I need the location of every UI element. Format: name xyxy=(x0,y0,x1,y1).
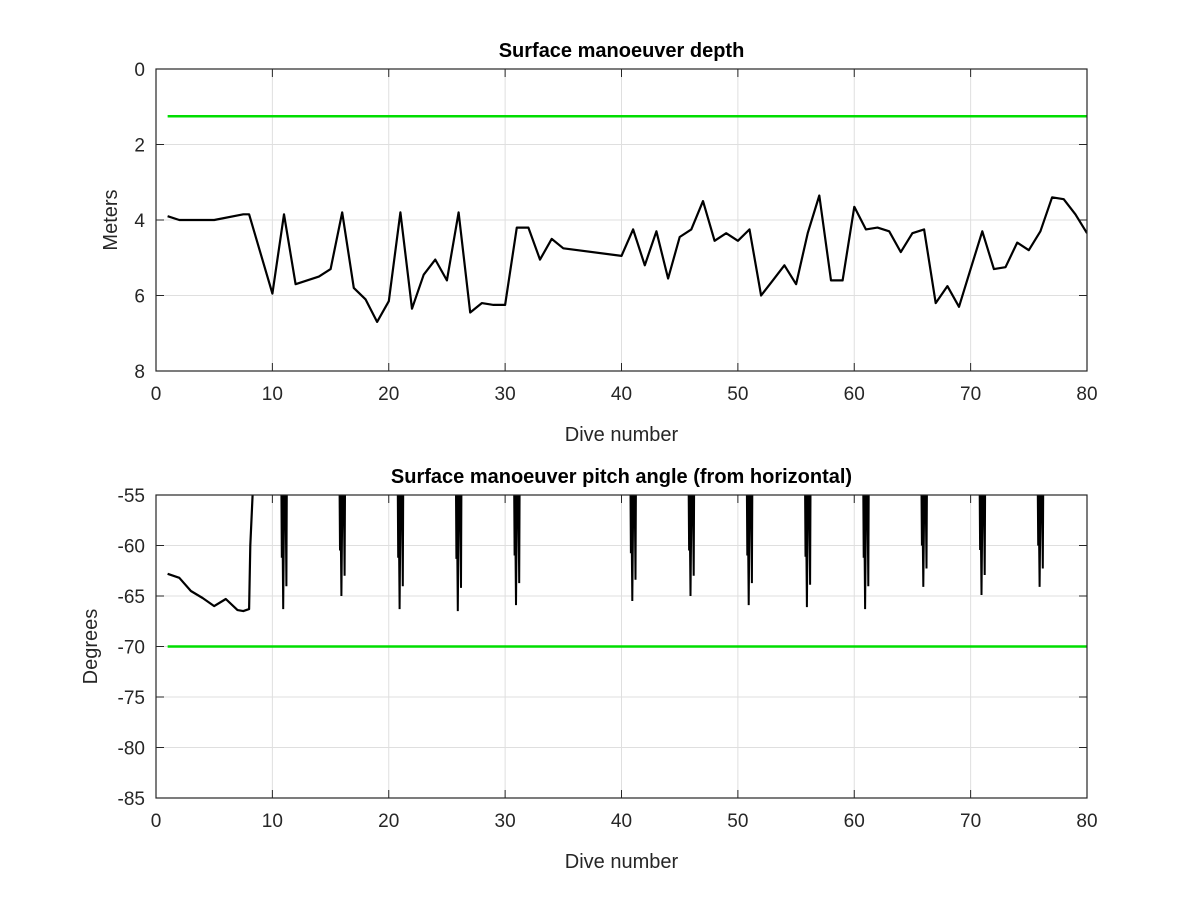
y-axis-label: Meters xyxy=(100,189,122,250)
x-tick-label: 20 xyxy=(378,384,399,405)
pitch-spike xyxy=(1036,495,1045,587)
y-tick-label: -75 xyxy=(118,688,145,709)
pitch-spike xyxy=(455,495,463,612)
x-tick-label: 40 xyxy=(611,384,632,405)
pitch-spike xyxy=(629,495,637,602)
x-tick-label: 80 xyxy=(1076,811,1097,832)
y-tick-label: 0 xyxy=(134,60,145,81)
x-tick-label: 50 xyxy=(727,811,748,832)
x-tick-label: 80 xyxy=(1076,384,1097,405)
x-tick-label: 40 xyxy=(611,811,632,832)
x-tick-label: 30 xyxy=(495,811,516,832)
axes-frame xyxy=(155,68,1088,372)
y-tick-label: -70 xyxy=(118,638,145,659)
depth-chart: 0 10 20 30 40 50 60 70 80 0 2 4 6 8 Surface manoeuver … xyxy=(100,40,1098,446)
y-tick-label: 8 xyxy=(134,362,145,383)
data-layer xyxy=(167,114,1087,323)
pitch-spike xyxy=(280,495,288,610)
x-tick-label: 0 xyxy=(151,811,162,832)
data-layer xyxy=(167,495,1087,648)
x-tick-label: 60 xyxy=(844,811,865,832)
axes-frame xyxy=(155,494,1088,799)
y-tick-label: -85 xyxy=(118,789,145,810)
chart-title: Surface manoeuver pitch angle (from hori… xyxy=(391,466,852,488)
pitch-chart: 0 10 20 30 40 50 60 70 80 -55 -60 -65 -70 -75 -80 -85 Su… xyxy=(80,466,1098,873)
pitch-spike xyxy=(920,495,928,587)
pitch-spike xyxy=(978,495,987,596)
x-tick-label: 70 xyxy=(960,384,981,405)
pitch-spike xyxy=(396,495,405,610)
y-tick-label: -65 xyxy=(118,587,145,608)
y-tick-label: 6 xyxy=(134,287,145,308)
x-tick-label: 70 xyxy=(960,811,981,832)
x-tick-label: 60 xyxy=(844,384,865,405)
x-tick-label: 10 xyxy=(262,811,283,832)
y-tick-label: -60 xyxy=(118,537,145,558)
pitch-spike xyxy=(862,495,870,610)
y-tick-label: 4 xyxy=(134,211,145,232)
x-tick-label: 0 xyxy=(151,384,162,405)
x-tick-label: 20 xyxy=(378,811,399,832)
x-tick-label: 10 xyxy=(262,384,283,405)
pitch-spike xyxy=(745,495,754,606)
x-axis-label: Dive number xyxy=(565,851,679,873)
y-tick-label: -55 xyxy=(118,486,145,507)
y-tick-label: -80 xyxy=(118,739,145,760)
y-axis-label: Degrees xyxy=(80,609,102,685)
series-line xyxy=(167,495,254,613)
pitch-spike xyxy=(513,495,521,606)
x-axis-label: Dive number xyxy=(565,424,679,446)
y-tick-label: 2 xyxy=(134,136,145,157)
x-tick-label: 30 xyxy=(495,384,516,405)
series-line xyxy=(167,194,1087,323)
pitch-spike xyxy=(338,495,346,597)
pitch-spike xyxy=(687,495,696,597)
pitch-spike xyxy=(804,495,812,608)
chart-title: Surface manoeuver depth xyxy=(499,40,745,62)
x-tick-label: 50 xyxy=(727,384,748,405)
